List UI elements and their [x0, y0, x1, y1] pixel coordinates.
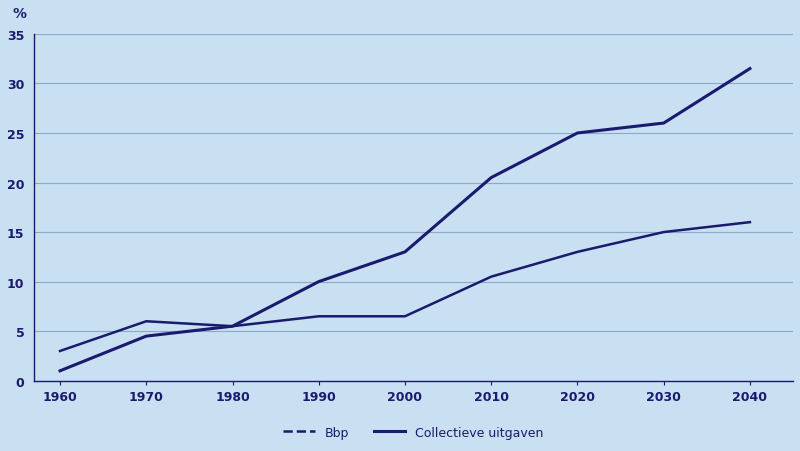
- Text: %: %: [13, 7, 26, 21]
- Legend: Bbp, Collectieve uitgaven: Bbp, Collectieve uitgaven: [278, 421, 549, 444]
